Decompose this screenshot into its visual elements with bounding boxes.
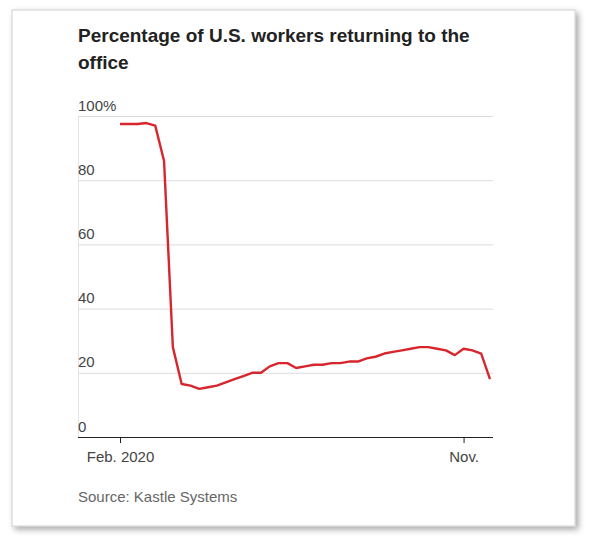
y-tick-label: 60 bbox=[78, 225, 95, 242]
y-axis: 0 20 40 60 80 100% bbox=[78, 97, 493, 438]
x-tick-label: Nov. bbox=[449, 448, 479, 465]
grid-line bbox=[78, 180, 493, 181]
y-tick: 80 bbox=[78, 161, 493, 181]
y-tick-label: 40 bbox=[78, 289, 95, 306]
x-tick: Nov. bbox=[449, 437, 479, 465]
y-tick: 40 bbox=[78, 289, 493, 309]
data-line bbox=[120, 123, 490, 389]
x-axis: Feb. 2020 Nov. bbox=[87, 437, 491, 465]
plot-area bbox=[120, 123, 490, 389]
y-tick-label: 100% bbox=[78, 97, 116, 114]
y-tick-label: 20 bbox=[78, 353, 95, 370]
y-tick-label: 0 bbox=[78, 418, 86, 435]
grid-line bbox=[78, 116, 493, 117]
x-tick-mark bbox=[464, 437, 465, 443]
y-tick-label: 80 bbox=[78, 161, 95, 178]
grid-line bbox=[78, 244, 493, 245]
x-axis-line bbox=[121, 437, 491, 438]
chart: Percentage of U.S. workers returning to … bbox=[0, 0, 589, 543]
grid-line bbox=[78, 373, 493, 374]
title: Percentage of U.S. workers returning to … bbox=[78, 25, 470, 73]
x-tick-mark bbox=[120, 437, 121, 443]
y-tick: 100% bbox=[78, 97, 493, 117]
card bbox=[12, 10, 575, 526]
source: Source: Kastle Systems bbox=[78, 488, 237, 505]
x-tick-label: Feb. 2020 bbox=[87, 448, 155, 465]
y-tick: 0 bbox=[78, 418, 493, 438]
y-tick: 60 bbox=[78, 225, 493, 245]
grid-line bbox=[78, 437, 493, 438]
x-tick: Feb. 2020 bbox=[87, 437, 155, 465]
grid-line bbox=[78, 309, 493, 310]
